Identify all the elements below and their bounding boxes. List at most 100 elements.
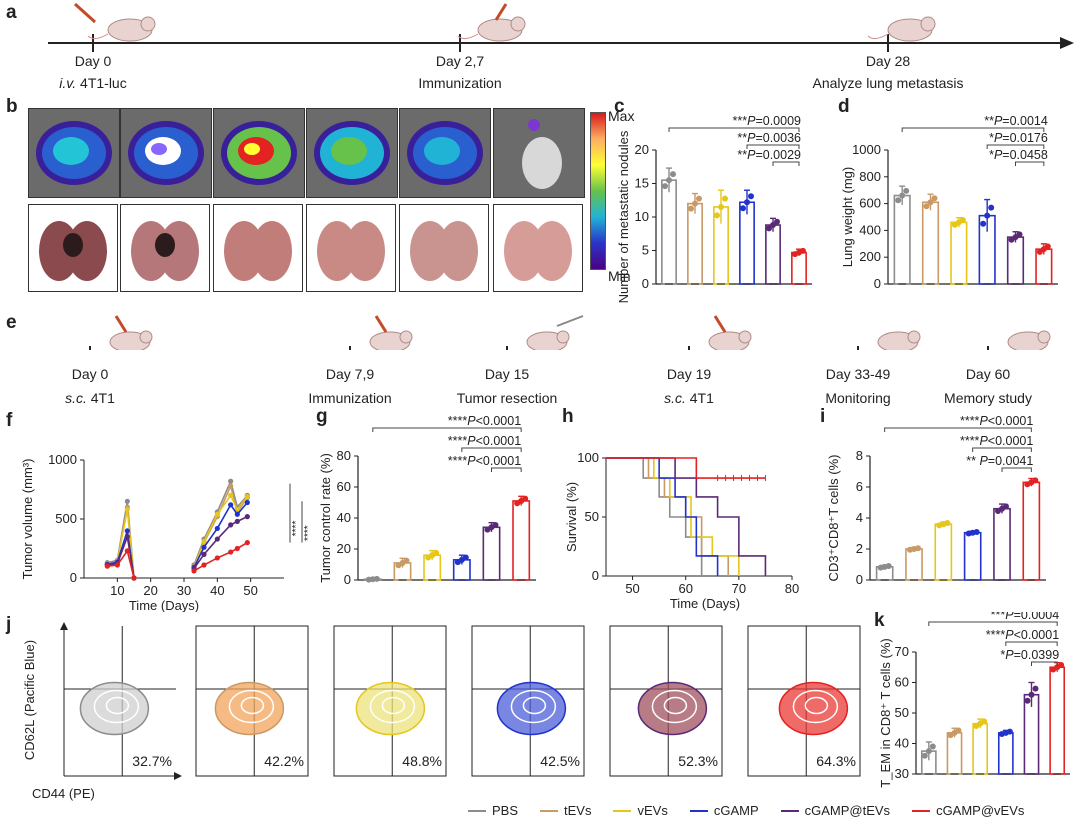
lung-dark xyxy=(155,233,175,257)
mouse-head xyxy=(139,330,153,344)
x-axis-label: Time (Days) xyxy=(129,598,199,612)
panel-letter-h: h xyxy=(562,406,574,427)
legend-swatch xyxy=(613,809,632,812)
significance-stars: ** xyxy=(737,148,747,162)
chart-h: h 0 50 100 50 60 70 80 Time (Days) Survival (%) xyxy=(562,406,799,611)
flow-frame xyxy=(333,625,447,777)
significance-p: P xyxy=(1005,628,1014,642)
data-point xyxy=(124,548,130,554)
timeline-a-desc-text: Analyze lung metastasis xyxy=(812,75,964,91)
significance-p: P xyxy=(467,414,476,428)
data-point xyxy=(929,743,936,750)
bioluminescence-image xyxy=(213,108,305,198)
chart-f: 0 500 1000 10 20 30 40 50 Time (Days) Tumor volum… xyxy=(20,452,308,612)
x-tick-label: 70 xyxy=(732,581,746,596)
data-point xyxy=(234,511,240,517)
y-tick-label: 500 xyxy=(55,511,77,526)
significance-bracket xyxy=(1031,661,1058,666)
data-point xyxy=(124,498,130,504)
series-line xyxy=(107,509,135,579)
contour-inner xyxy=(240,696,265,715)
y-tick-label: 400 xyxy=(859,222,881,237)
y-tick-label: 80 xyxy=(337,448,351,463)
y-axis-label: Lung weight (mg) xyxy=(840,167,855,267)
data-point xyxy=(104,563,110,569)
data-point xyxy=(774,218,780,225)
data-point xyxy=(921,752,928,759)
significance-stars: *** xyxy=(733,114,748,128)
timeline-e-desc-text: 4T1 xyxy=(86,390,115,406)
x-axis-label: Time (Days) xyxy=(670,596,740,611)
panel-letter-c: c xyxy=(614,96,625,117)
y-axis-label: Tumor volume (mm³) xyxy=(20,459,35,580)
data-point xyxy=(373,575,380,582)
syringe-icon xyxy=(374,315,388,333)
signal-core xyxy=(53,137,89,165)
legend-label: cGAMP@vEVs xyxy=(936,803,1025,818)
timeline-a-day-1: Day 2,7 xyxy=(435,53,485,69)
flow-frame xyxy=(195,625,309,777)
y-tick-label: 50 xyxy=(585,509,599,524)
significance-label: ****P<0.0001 xyxy=(986,628,1059,642)
data-point xyxy=(492,521,499,528)
y-tick-label: 0 xyxy=(70,570,77,585)
significance-label: ****P<0.0001 xyxy=(960,434,1033,448)
timeline-e-desc-1: Immunization xyxy=(308,390,391,406)
data-point xyxy=(124,506,130,513)
series-line xyxy=(107,548,135,579)
significance-label: *P=0.0458 xyxy=(989,148,1048,162)
significance-bracket xyxy=(668,127,800,132)
significance-p: P xyxy=(979,414,988,428)
significance-value: =0.0014 xyxy=(1002,114,1048,128)
significance-label: **P=0.0036 xyxy=(737,131,801,145)
significance-bracket xyxy=(884,427,1032,432)
colorbar-min: Min xyxy=(608,268,631,284)
significance-bracket xyxy=(901,127,1045,132)
data-point xyxy=(228,478,234,484)
significance-stars: * xyxy=(989,148,994,162)
data-point xyxy=(522,495,529,502)
x-tick-label: 50 xyxy=(243,583,257,598)
bar xyxy=(482,526,501,581)
lung-left xyxy=(224,221,264,281)
flow-plot: 32.7% xyxy=(60,622,182,780)
flow-percentage: 64.3% xyxy=(816,753,856,769)
bar xyxy=(963,531,982,581)
significance-p: P xyxy=(1005,648,1014,662)
timeline-a-desc-1: Immunization xyxy=(418,75,501,91)
significance-p: P xyxy=(994,148,1003,162)
significance-p: P xyxy=(747,114,756,128)
significance-label: ****P<0.0001 xyxy=(960,414,1033,428)
lung-dark xyxy=(63,233,83,257)
y-tick-label: 1000 xyxy=(48,452,77,467)
timeline-a-desc-italic: i.v. xyxy=(59,75,77,91)
data-point xyxy=(1003,503,1009,510)
data-point xyxy=(214,511,220,517)
x-tick-label: 60 xyxy=(678,581,692,596)
bioluminescence-image xyxy=(399,108,491,198)
data-point xyxy=(955,727,962,734)
survival-curve xyxy=(606,457,730,576)
data-point xyxy=(228,502,234,508)
data-point xyxy=(903,187,910,194)
significance-bracket xyxy=(491,467,522,472)
bioluminescence-graphic xyxy=(128,121,204,185)
bioluminescence-graphic xyxy=(522,119,562,189)
data-point xyxy=(1024,697,1031,704)
significance-label: ***P=0.0004 xyxy=(991,612,1060,622)
timeline-e-day-5: Day 60 xyxy=(965,366,1011,382)
significance-stars: ** xyxy=(966,454,979,468)
bar xyxy=(661,179,677,285)
flow-plot: 64.3% xyxy=(747,625,861,777)
data-point xyxy=(131,575,137,581)
data-point xyxy=(201,544,207,550)
significance-value: <0.0001 xyxy=(988,434,1034,448)
timeline-e-desc-text: Immunization xyxy=(308,390,392,406)
flow-cytometry-panel: CD62L (Pacific Blue) CD44 (PE) 32.7% 42.2% 4… xyxy=(22,622,861,801)
significance-stars: **** xyxy=(960,434,980,448)
timeline-e-desc-italic: s.c. xyxy=(65,390,87,406)
y-tick-label: 40 xyxy=(337,510,351,525)
data-point xyxy=(981,718,988,725)
mouse-icon xyxy=(877,330,921,350)
